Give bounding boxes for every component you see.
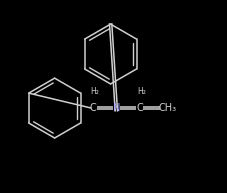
Text: CH₃: CH₃ (158, 103, 177, 113)
Text: C: C (136, 103, 143, 113)
Text: N: N (113, 103, 120, 113)
Text: C: C (90, 103, 97, 113)
Text: H₂: H₂ (137, 87, 146, 96)
Text: H₂: H₂ (91, 87, 100, 96)
